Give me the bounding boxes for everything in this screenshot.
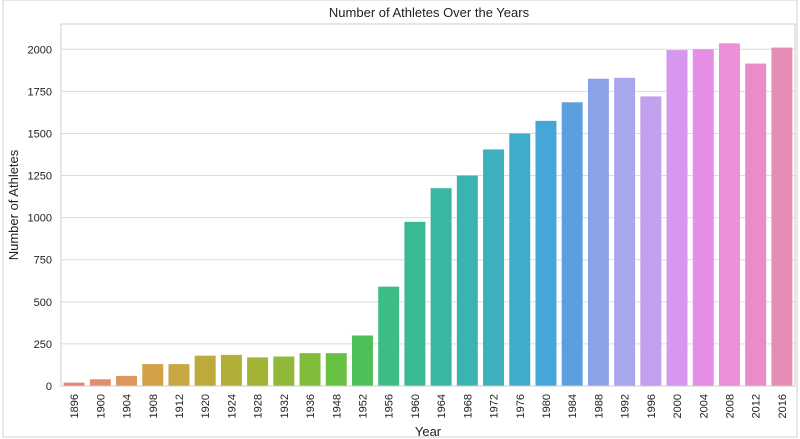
bar-1992 — [614, 77, 636, 387]
x-tick-label: 1980 — [541, 394, 553, 418]
x-tick-label: 1920 — [200, 394, 212, 418]
y-tick-label: 2000 — [28, 44, 52, 56]
x-tick-label: 1996 — [646, 394, 658, 418]
x-tick-label: 2000 — [672, 394, 684, 418]
bar-1924 — [220, 354, 242, 386]
bar-1956 — [378, 286, 400, 386]
x-tick-label: 1964 — [436, 394, 448, 418]
x-tick-label: 1932 — [279, 394, 291, 418]
bar-1988 — [587, 78, 609, 386]
bar-2008 — [718, 43, 740, 386]
bar-1920 — [194, 355, 216, 386]
y-tick-label: 1250 — [28, 171, 52, 183]
x-axis-ticks: 1896 1900 1904 1908 1912 1920 1924 1928 1932 1936… — [69, 394, 789, 418]
bar-2012 — [745, 63, 767, 386]
x-tick-label: 1952 — [357, 394, 369, 418]
y-axis-ticks: 0 250 500 750 1000 1250 1500 1750 2000 — [28, 44, 52, 393]
y-axis-title: Number of Athletes — [6, 149, 21, 260]
x-tick-label: 1984 — [567, 394, 579, 418]
x-tick-label: 1988 — [593, 394, 605, 418]
bar-1936 — [299, 353, 321, 386]
y-tick-label: 750 — [34, 255, 52, 267]
x-tick-label: 1912 — [174, 394, 186, 418]
bar-2016 — [771, 47, 793, 387]
bar-1972 — [483, 149, 505, 386]
bar-1980 — [535, 120, 557, 386]
bar-1908 — [142, 364, 164, 386]
bar-1932 — [273, 356, 295, 386]
bar-1996 — [640, 96, 662, 387]
x-tick-label: 1976 — [515, 394, 527, 418]
bar-1896 — [63, 382, 85, 386]
bar-1900 — [89, 379, 111, 386]
x-tick-label: 1904 — [122, 394, 134, 418]
y-tick-label: 1000 — [28, 213, 52, 225]
bar-1912 — [168, 364, 190, 386]
bar-1976 — [509, 133, 531, 386]
x-tick-label: 1992 — [620, 394, 632, 418]
bar-1964 — [430, 188, 452, 386]
x-tick-label: 1960 — [410, 394, 422, 418]
x-tick-label: 2016 — [777, 394, 789, 418]
x-tick-label: 1900 — [95, 394, 107, 418]
y-tick-label: 0 — [46, 381, 52, 393]
plot-area-frame — [60, 23, 796, 387]
x-tick-label: 1948 — [331, 394, 343, 418]
x-tick-label: 1896 — [69, 394, 81, 418]
chart-title: Number of Athletes Over the Years — [329, 5, 530, 20]
bar-1968 — [456, 175, 478, 386]
bar-1904 — [116, 375, 138, 386]
bar-1928 — [247, 357, 269, 386]
bar-2004 — [692, 49, 714, 387]
x-tick-label: 1924 — [226, 394, 238, 418]
x-tick-label: 2004 — [698, 394, 710, 418]
x-tick-label: 1908 — [148, 394, 160, 418]
bar-1952 — [351, 335, 373, 386]
y-tick-label: 1750 — [28, 86, 52, 98]
bar-1984 — [561, 102, 583, 386]
x-axis-title: Year — [415, 424, 442, 439]
x-tick-label: 2012 — [751, 394, 763, 418]
x-tick-label: 1956 — [384, 394, 396, 418]
bars — [63, 43, 793, 387]
x-tick-label: 1972 — [489, 394, 501, 418]
y-tick-label: 500 — [34, 297, 52, 309]
bar-2000 — [666, 50, 688, 386]
x-tick-label: 1936 — [305, 394, 317, 418]
x-tick-label: 2008 — [724, 394, 736, 418]
y-tick-label: 250 — [34, 339, 52, 351]
x-tick-label: 1968 — [462, 394, 474, 418]
bar-1960 — [404, 221, 426, 386]
y-tick-label: 1500 — [28, 128, 52, 140]
x-tick-label: 1928 — [253, 394, 265, 418]
bar-1948 — [325, 353, 347, 386]
